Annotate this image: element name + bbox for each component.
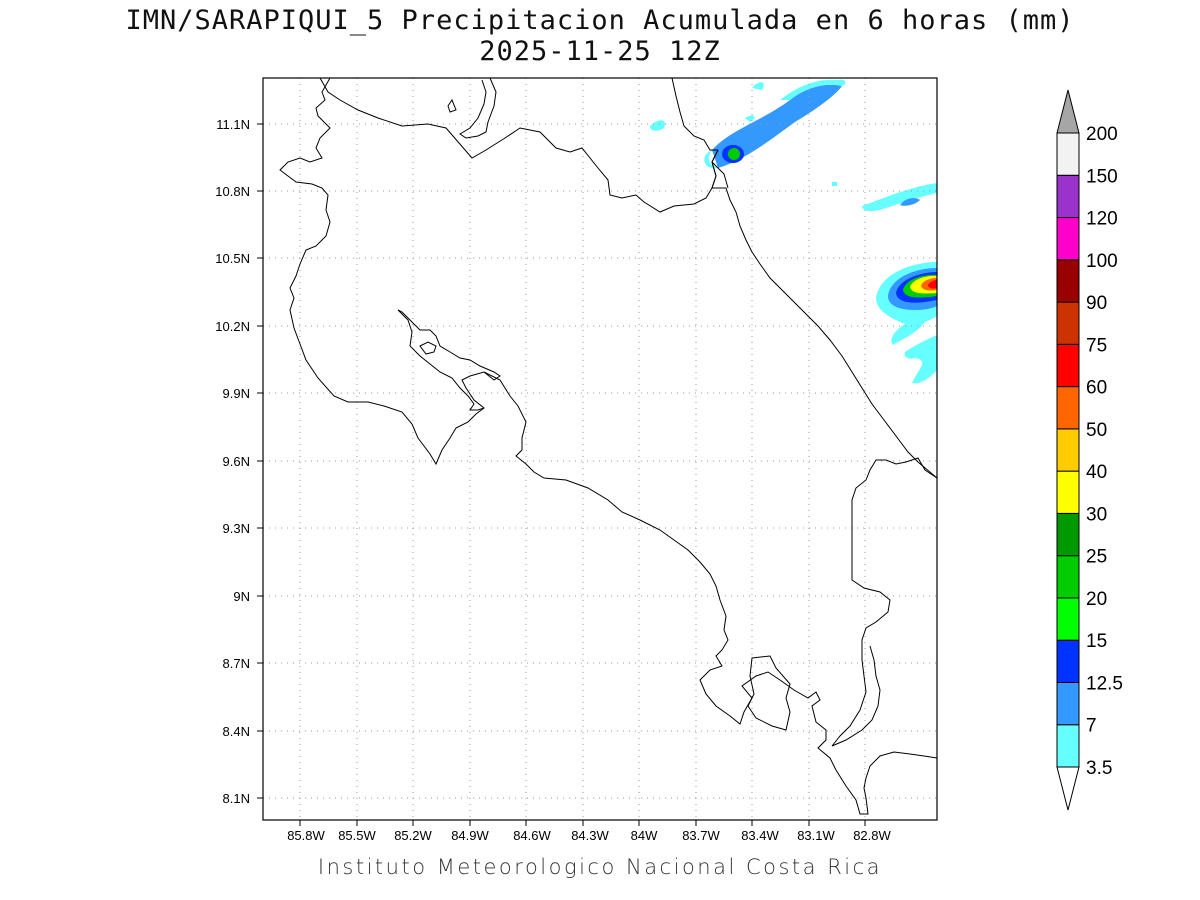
- lon-label: 83.7W: [682, 828, 720, 843]
- latitude-labels: 11.1N 10.8N 10.5N 10.2N 9.9N 9.6N 9.3N 9…: [215, 117, 250, 806]
- precip-area-east-3p5mm: [862, 183, 937, 211]
- colorbar-over-triangle: [1056, 89, 1080, 134]
- nicaragua-border: [319, 77, 719, 213]
- precip-area-east-7mm: [900, 197, 920, 206]
- colorbar-segment: [1056, 174, 1080, 219]
- colorbar-label: 15: [1086, 631, 1107, 652]
- lon-label: 85.5W: [338, 828, 376, 843]
- nicaragua-north-coast: [279, 77, 485, 466]
- colorbar-segment: [1056, 428, 1080, 472]
- caribbean-coast: [711, 149, 938, 479]
- lat-label: 9.3N: [223, 521, 250, 536]
- precip-area-north-3p5mm-c: [780, 79, 846, 100]
- precip-cell-east-60mm: [928, 280, 937, 289]
- precipitation-shading: [650, 79, 937, 384]
- colorbar-label: 120: [1086, 209, 1118, 230]
- lat-label: 8.7N: [223, 656, 250, 671]
- colorbar-segment: [1056, 386, 1080, 430]
- colorbar-segment: [1056, 217, 1080, 261]
- colorbar-segment: [1056, 597, 1080, 641]
- colorbar-labels: 3.5 7 12.5 15 20 25 30 40 50 60 75 90 100 120 150 200: [1086, 124, 1123, 779]
- lat-label: 9.9N: [223, 386, 250, 401]
- colorbar-label: 7: [1086, 716, 1097, 737]
- lat-label: 9N: [233, 589, 250, 604]
- longitude-labels: 85.8W 85.5W 85.2W 84.9W 84.6W 84.3W 84W …: [287, 828, 891, 843]
- lat-label: 8.4N: [223, 724, 250, 739]
- map-title: IMN/SARAPIQUI_5 Precipitacion Acumulada …: [125, 5, 1075, 36]
- colorbar-label: 3.5: [1086, 758, 1112, 779]
- lat-label: 9.6N: [223, 454, 250, 469]
- precip-area-north-7mm: [712, 84, 842, 168]
- colorbar-segment: [1056, 470, 1080, 514]
- coastlines-and-borders: [279, 77, 938, 815]
- colorbar: 3.5 7 12.5 15 20 25 30 40 50 60 75 90 100 120 150 200: [1056, 89, 1123, 811]
- lon-label: 85.8W: [287, 828, 325, 843]
- colorbar-label: 20: [1086, 589, 1107, 610]
- small-island: [447, 98, 457, 113]
- river-mouth: [711, 161, 729, 189]
- colorbar-segment: [1056, 132, 1080, 176]
- lat-label: 10.8N: [215, 184, 250, 199]
- lat-label: 10.5N: [215, 251, 250, 266]
- lon-label: 84.6W: [513, 828, 551, 843]
- precip-area-north-3p5mm-b: [650, 120, 665, 131]
- lon-label: 82.8W: [853, 828, 891, 843]
- pacific-coast-central: [483, 371, 938, 815]
- colorbar-segment: [1056, 259, 1080, 303]
- colorbar-label: 25: [1086, 547, 1107, 568]
- precip-dot: [832, 182, 837, 186]
- colorbar-segment: [1056, 512, 1080, 557]
- lat-label: 10.2N: [215, 319, 250, 334]
- nicoya-gulf: [397, 309, 501, 411]
- footer-credit: Instituto Meteorologico Nacional Costa R…: [317, 855, 883, 879]
- colorbar-label: 60: [1086, 378, 1107, 399]
- colorbar-label: 150: [1086, 166, 1118, 187]
- colorbar-label: 50: [1086, 420, 1107, 441]
- colorbar-label: 12.5: [1086, 673, 1123, 694]
- map-gridlines: [263, 78, 937, 820]
- colorbar-label: 40: [1086, 462, 1107, 483]
- colorbar-segments: [1056, 132, 1080, 768]
- map-frame: [262, 77, 938, 821]
- axis-ticks: [257, 123, 866, 826]
- osa-peninsula: [747, 655, 791, 731]
- caribbean-coast-nicaragua: [671, 77, 718, 151]
- lon-label: 85.2W: [394, 828, 432, 843]
- lake-nicaragua-shore: [459, 77, 497, 139]
- lon-label: 83.1W: [797, 828, 835, 843]
- colorbar-segment: [1056, 639, 1080, 683]
- colorbar-label: 100: [1086, 251, 1118, 272]
- precip-cell-east-3p5mm-b: [904, 335, 937, 384]
- panama-border: [831, 457, 938, 747]
- colorbar-label: 75: [1086, 335, 1107, 356]
- colorbar-label: 200: [1086, 124, 1118, 145]
- map-background: [263, 78, 937, 820]
- lon-label: 83.4W: [741, 828, 779, 843]
- colorbar-segment: [1056, 301, 1080, 345]
- colorbar-label: 90: [1086, 293, 1107, 314]
- colorbar-segment: [1056, 343, 1080, 388]
- colorbar-segment: [1056, 681, 1080, 726]
- lat-label: 8.1N: [223, 791, 250, 806]
- chira-island: [419, 341, 437, 355]
- lat-label: 11.1N: [216, 117, 250, 132]
- colorbar-segment: [1056, 555, 1080, 599]
- lon-label: 84.3W: [571, 828, 609, 843]
- map-date-subtitle: 2025-11-25 12Z: [479, 36, 721, 67]
- precip-cell-north-15mm: [728, 148, 740, 160]
- lon-label: 84W: [631, 828, 658, 843]
- colorbar-label: 30: [1086, 504, 1107, 525]
- lon-label: 84.9W: [451, 828, 489, 843]
- colorbar-segment: [1056, 724, 1080, 768]
- colorbar-under-triangle: [1056, 766, 1080, 811]
